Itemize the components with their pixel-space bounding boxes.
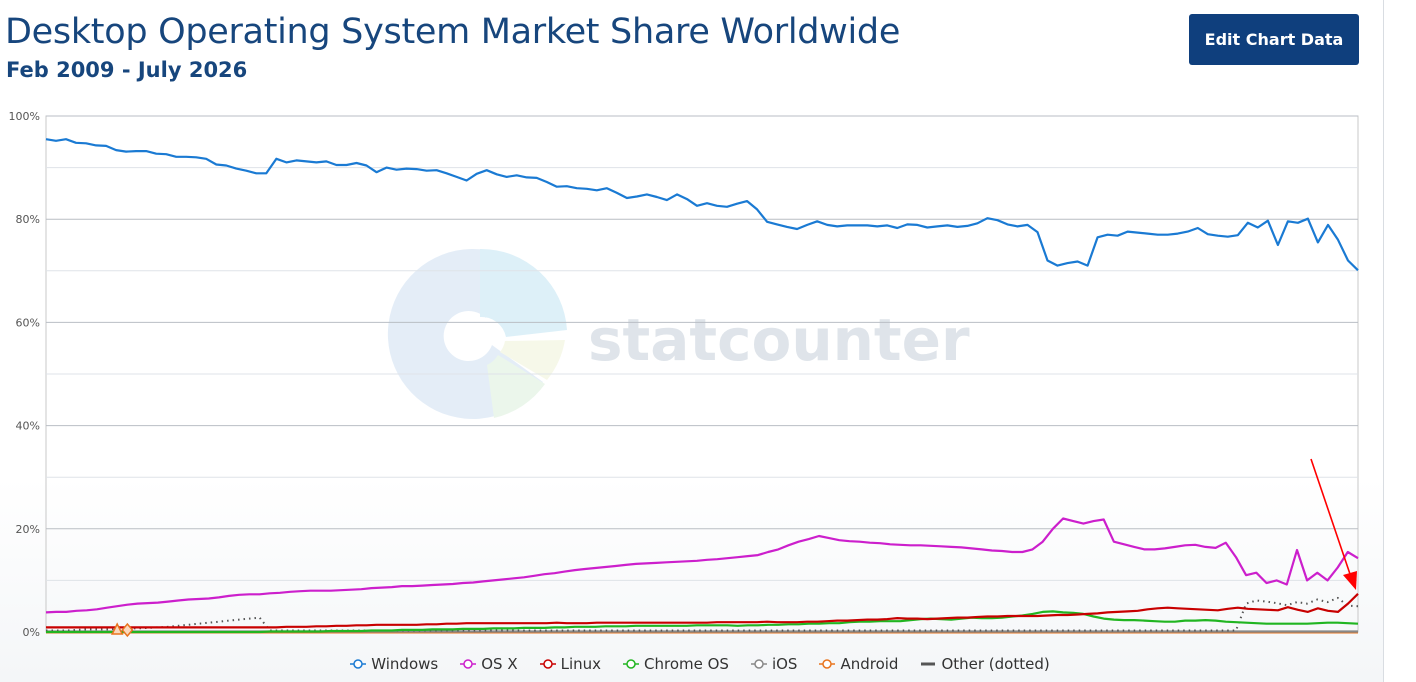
legend-circle-icon bbox=[350, 659, 367, 669]
edit-chart-data-button[interactable]: Edit Chart Data bbox=[1189, 14, 1359, 65]
watermark-logo-segment-cyan bbox=[480, 248, 567, 337]
legend-circle-icon bbox=[819, 659, 836, 669]
watermark-logo-segment-yellow bbox=[500, 340, 565, 380]
legend-item[interactable]: Chrome OS bbox=[623, 655, 729, 673]
legend-label: iOS bbox=[771, 655, 798, 673]
legend-item[interactable]: OS X bbox=[460, 655, 518, 673]
legend-item[interactable]: Windows bbox=[350, 655, 438, 673]
legend-circle-icon bbox=[750, 659, 767, 669]
y-tick-label: 80% bbox=[16, 213, 40, 226]
chart-markers bbox=[110, 622, 134, 638]
y-tick-label: 40% bbox=[16, 420, 40, 433]
series-line-chrome-os bbox=[46, 610, 1359, 634]
legend-circle-icon bbox=[623, 659, 640, 669]
legend-label: Linux bbox=[560, 655, 602, 673]
chart-subtitle: Feb 2009 - July 2026 bbox=[6, 58, 248, 82]
chart-legend: Windows OS X Linux Chrome OS iOS Android Other… bbox=[0, 652, 1400, 676]
chart-series bbox=[45, 138, 1359, 634]
legend-item[interactable]: iOS bbox=[750, 655, 798, 673]
legend-label: Chrome OS bbox=[644, 655, 729, 673]
android-marker-diamond bbox=[121, 622, 134, 638]
legend-label: Windows bbox=[371, 655, 439, 673]
legend-circle-icon bbox=[539, 659, 556, 669]
series-line-linux bbox=[46, 593, 1359, 629]
annotation-arrow-head bbox=[1343, 571, 1357, 590]
series-line-windows bbox=[45, 138, 1359, 272]
legend-label: OS X bbox=[481, 655, 518, 673]
statcounter-watermark: statcounter bbox=[387, 248, 970, 419]
legend-line-icon bbox=[921, 662, 936, 666]
page-background bbox=[0, 0, 1384, 682]
annotation-layer bbox=[1310, 458, 1357, 590]
page-right-border bbox=[1383, 0, 1384, 682]
market-share-line-chart: statcounter 0% 20% 40% 60% 80% 100% bbox=[9, 110, 1359, 639]
legend-label: Other (dotted) bbox=[941, 655, 1050, 673]
chart-title: Desktop Operating System Market Share Wo… bbox=[5, 12, 901, 52]
series-line-other-dotted bbox=[46, 596, 1359, 632]
legend-label: Android bbox=[840, 655, 899, 673]
legend-item[interactable]: Other (dotted) bbox=[920, 655, 1050, 673]
series-line-os-x bbox=[45, 517, 1359, 614]
y-tick-label: 60% bbox=[16, 316, 40, 329]
chart-grid bbox=[45, 115, 1359, 633]
y-tick-label: 100% bbox=[9, 110, 40, 123]
y-axis-ticks: 0% 20% 40% 60% 80% 100% bbox=[9, 110, 40, 639]
legend-circle-icon bbox=[460, 659, 477, 669]
legend-item[interactable]: Linux bbox=[539, 655, 602, 673]
watermark-logo-segment-green bbox=[487, 355, 545, 418]
android-marker-triangle bbox=[110, 622, 124, 635]
annotation-arrow-shaft bbox=[1310, 458, 1352, 578]
watermark-text: statcounter bbox=[588, 306, 970, 374]
y-tick-label: 0% bbox=[23, 626, 40, 639]
legend-item[interactable]: Android bbox=[819, 655, 898, 673]
y-tick-label: 20% bbox=[16, 523, 40, 536]
